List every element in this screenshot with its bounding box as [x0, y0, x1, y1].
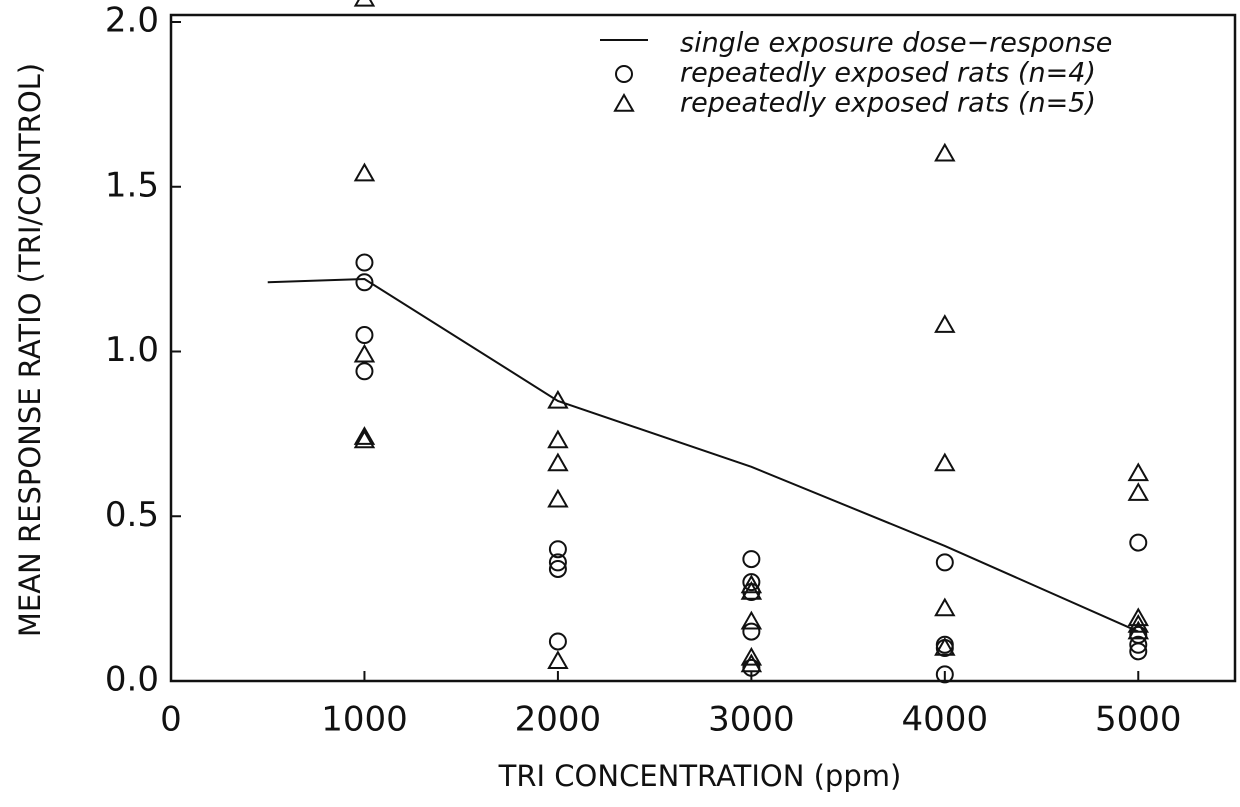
legend-label: repeatedly exposed rats (n=5)	[680, 88, 1096, 119]
circle-point	[548, 540, 567, 559]
triangle-point	[1127, 462, 1149, 482]
circle-point	[548, 553, 567, 572]
triangle-point	[740, 646, 763, 666]
circle-point	[355, 326, 374, 345]
triangle-point	[547, 452, 569, 472]
y-tick-label: 1.5	[105, 165, 159, 205]
circle-point	[1129, 642, 1148, 661]
triangle-point	[547, 488, 569, 508]
triangle-point	[934, 314, 956, 333]
legend-label: single exposure dose−response	[680, 28, 1112, 59]
x-tick-label: 3000	[708, 700, 795, 740]
y-tick-label: 1.0	[105, 330, 159, 370]
legend-marker	[615, 65, 633, 83]
circle-point	[355, 273, 374, 292]
triangle-point	[740, 581, 763, 600]
circle-point	[1129, 635, 1148, 654]
y-axis-label: MEAN RESPONSE RATIO (TRI/CONTROL)	[13, 63, 47, 637]
x-tick-label: 0	[160, 700, 182, 740]
triangle-point	[547, 650, 569, 669]
circle-point	[548, 632, 567, 651]
triangle-point	[934, 637, 956, 656]
y-tick-label: 0.5	[105, 495, 159, 535]
triangle-point	[547, 429, 569, 449]
triangle-point	[353, 162, 376, 182]
x-tick-label: 5000	[1095, 700, 1182, 740]
circle-point	[548, 559, 567, 578]
circle-point	[355, 253, 374, 272]
triangle-point	[353, 0, 376, 7]
triangle-point	[1127, 482, 1149, 501]
triangle-point	[353, 343, 376, 363]
circle-point	[742, 573, 761, 592]
dose-response-line	[267, 278, 1139, 633]
triangle-point	[740, 610, 763, 630]
triangle-point	[934, 142, 956, 162]
y-tick-label: 0.0	[105, 660, 159, 700]
triangle-point	[547, 389, 569, 409]
x-tick-label: 1000	[321, 700, 408, 740]
triangle-point	[934, 452, 956, 472]
triangle-point	[353, 429, 376, 449]
circle-point	[742, 550, 761, 569]
legend-label: repeatedly exposed rats (n=4)	[680, 58, 1096, 89]
triangle-point	[353, 426, 376, 445]
triangle-point	[1127, 607, 1149, 627]
y-tick-label: 2.0	[105, 1, 159, 41]
x-tick-label: 2000	[515, 700, 602, 740]
circle-point	[935, 553, 954, 572]
circle-point	[935, 665, 954, 684]
triangle-point	[740, 653, 763, 673]
x-tick-label: 4000	[902, 700, 989, 740]
triangle-point	[740, 574, 763, 594]
circle-point	[355, 362, 374, 381]
triangle-point	[934, 597, 956, 617]
triangle-point	[1127, 613, 1149, 633]
circle-point	[742, 622, 761, 641]
triangle-point	[1127, 620, 1149, 640]
legend-marker	[613, 92, 635, 112]
circle-point	[1129, 533, 1148, 552]
x-axis-label: TRI CONCENTRATION (ppm)	[498, 759, 902, 793]
plot-frame	[169, 13, 1237, 683]
